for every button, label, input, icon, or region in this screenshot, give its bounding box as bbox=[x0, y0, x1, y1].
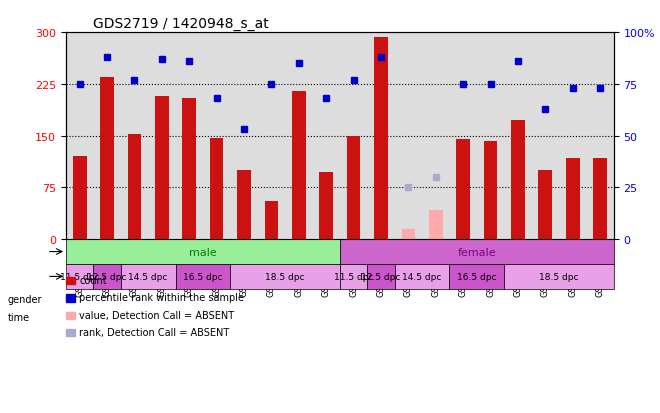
Text: percentile rank within the sample: percentile rank within the sample bbox=[79, 293, 244, 303]
Bar bbox=[121, 264, 176, 289]
Text: 16.5 dpc: 16.5 dpc bbox=[183, 272, 222, 281]
Bar bbox=[484, 142, 498, 240]
Text: gender: gender bbox=[8, 294, 42, 304]
Bar bbox=[504, 264, 614, 289]
Text: 18.5 dpc: 18.5 dpc bbox=[539, 272, 579, 281]
Text: 14.5 dpc: 14.5 dpc bbox=[403, 272, 442, 281]
Bar bbox=[401, 229, 415, 240]
Bar bbox=[66, 240, 340, 264]
Bar bbox=[539, 171, 552, 240]
Text: 16.5 dpc: 16.5 dpc bbox=[457, 272, 496, 281]
Bar bbox=[127, 135, 141, 240]
Bar bbox=[230, 264, 340, 289]
Bar bbox=[176, 264, 230, 289]
Text: GDS2719 / 1420948_s_at: GDS2719 / 1420948_s_at bbox=[94, 17, 269, 31]
Bar bbox=[593, 159, 607, 240]
Bar bbox=[319, 172, 333, 240]
Bar bbox=[340, 240, 614, 264]
Bar bbox=[449, 264, 504, 289]
Bar bbox=[100, 78, 114, 240]
Text: rank, Detection Call = ABSENT: rank, Detection Call = ABSENT bbox=[79, 328, 230, 337]
Text: value, Detection Call = ABSENT: value, Detection Call = ABSENT bbox=[79, 310, 234, 320]
Bar bbox=[210, 138, 224, 240]
Text: 11.5 dpc: 11.5 dpc bbox=[334, 272, 374, 281]
Bar bbox=[340, 264, 367, 289]
Bar bbox=[237, 171, 251, 240]
Text: 18.5 dpc: 18.5 dpc bbox=[265, 272, 305, 281]
Text: time: time bbox=[8, 312, 30, 322]
Text: male: male bbox=[189, 247, 217, 257]
Text: 14.5 dpc: 14.5 dpc bbox=[129, 272, 168, 281]
Bar bbox=[367, 264, 395, 289]
Bar bbox=[395, 264, 449, 289]
Text: 12.5 dpc: 12.5 dpc bbox=[361, 272, 401, 281]
Text: 11.5 dpc: 11.5 dpc bbox=[60, 272, 100, 281]
Bar bbox=[155, 96, 169, 240]
Text: 12.5 dpc: 12.5 dpc bbox=[87, 272, 127, 281]
Bar bbox=[182, 98, 196, 240]
Bar bbox=[73, 157, 86, 240]
Bar bbox=[511, 121, 525, 240]
Bar bbox=[94, 264, 121, 289]
Bar bbox=[292, 92, 306, 240]
Bar bbox=[456, 140, 470, 240]
Bar bbox=[374, 38, 388, 240]
Text: count: count bbox=[79, 275, 107, 285]
Bar bbox=[66, 264, 94, 289]
Bar bbox=[346, 136, 360, 240]
Bar bbox=[566, 159, 579, 240]
Text: female: female bbox=[457, 247, 496, 257]
Bar bbox=[429, 211, 443, 240]
Bar bbox=[265, 202, 279, 240]
